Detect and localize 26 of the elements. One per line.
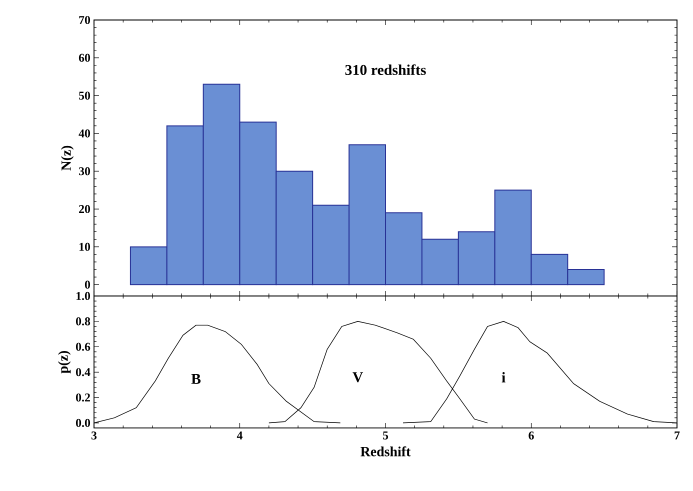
y-tick-label: 60: [78, 54, 90, 62]
y-tick-label: 10: [79, 242, 90, 251]
text: V: [352, 372, 364, 382]
x-axis-title: Redshift: [360, 446, 411, 456]
y-axis-title: p(z): [58, 350, 71, 374]
y-tick-label: 1.0: [76, 292, 90, 300]
x-tick-label: 7: [674, 432, 680, 440]
x-tick-label: 3: [91, 432, 97, 440]
series-label: B: [191, 374, 201, 384]
y-tick-label: 0.2: [76, 393, 90, 402]
y-tick-label: 70: [79, 16, 90, 24]
y-tick-label: 20: [79, 204, 90, 214]
x-tick-label: 6: [528, 432, 534, 440]
x-tick-label: 4: [236, 432, 243, 440]
y-tick-label: 40: [78, 129, 90, 138]
y-axis-title: N(z): [61, 146, 74, 170]
y-tick-label: 0.0: [76, 418, 90, 427]
y-tick-label: 0.8: [76, 317, 90, 326]
x-tick-label: 5: [383, 432, 388, 440]
y-tick-label: 0.6: [76, 342, 90, 351]
y-tick-label: 0.4: [76, 368, 90, 376]
y-tick-label: 0: [84, 280, 90, 289]
y-tick-label: 50: [79, 92, 90, 100]
annotation: 310 redshifts: [345, 64, 426, 75]
text: i: [502, 372, 506, 382]
y-tick-label: 30: [78, 167, 90, 176]
